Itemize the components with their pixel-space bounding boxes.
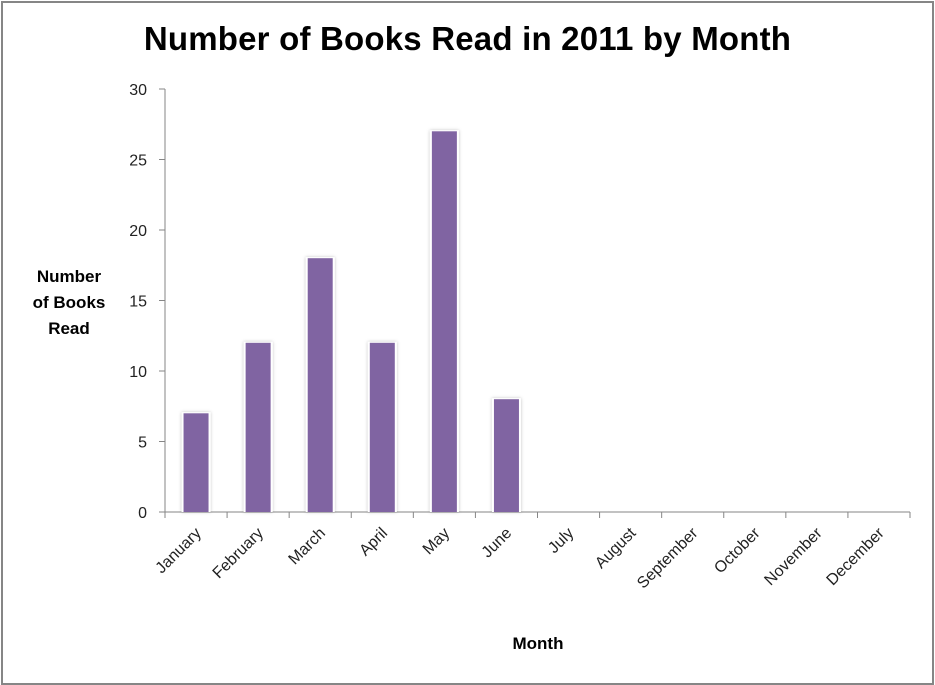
y-tick-label: 30 <box>129 82 147 99</box>
x-tick-label: April <box>356 525 391 560</box>
x-axis-label: Month <box>512 634 564 653</box>
bar-may <box>431 131 457 513</box>
x-tick-label: May <box>420 525 453 558</box>
x-tick-label: July <box>545 525 577 557</box>
y-tick-label: 20 <box>129 223 147 240</box>
y-tick-label: 0 <box>138 505 147 522</box>
y-axis-label-line-3: Read <box>48 319 90 338</box>
x-tick-label: June <box>479 525 516 562</box>
y-tick-label: 10 <box>129 364 147 381</box>
x-tick-label: November <box>761 524 826 589</box>
chart-title: Number of Books Read in 2011 by Month <box>143 20 792 57</box>
y-tick-label: 25 <box>129 153 147 170</box>
x-tick-label: August <box>592 524 640 572</box>
x-tick-label: December <box>824 524 889 589</box>
bar-april <box>369 342 395 512</box>
y-tick-label: 15 <box>129 294 147 311</box>
x-tick-label: March <box>286 525 329 568</box>
x-tick-label: September <box>634 524 702 592</box>
bar-june <box>493 399 519 512</box>
y-tick-label: 5 <box>138 435 147 452</box>
y-axis-label-line-2: of Books <box>32 293 106 312</box>
bar-january <box>183 413 209 512</box>
x-tick-label: January <box>153 525 205 577</box>
bar-february <box>245 342 271 512</box>
x-tick-label: February <box>210 525 267 582</box>
y-axis-label: Number of Books Read <box>20 264 118 342</box>
x-tick-label: October <box>711 524 764 577</box>
bar-march <box>307 258 333 512</box>
y-axis-label-line-1: Number <box>36 267 102 286</box>
